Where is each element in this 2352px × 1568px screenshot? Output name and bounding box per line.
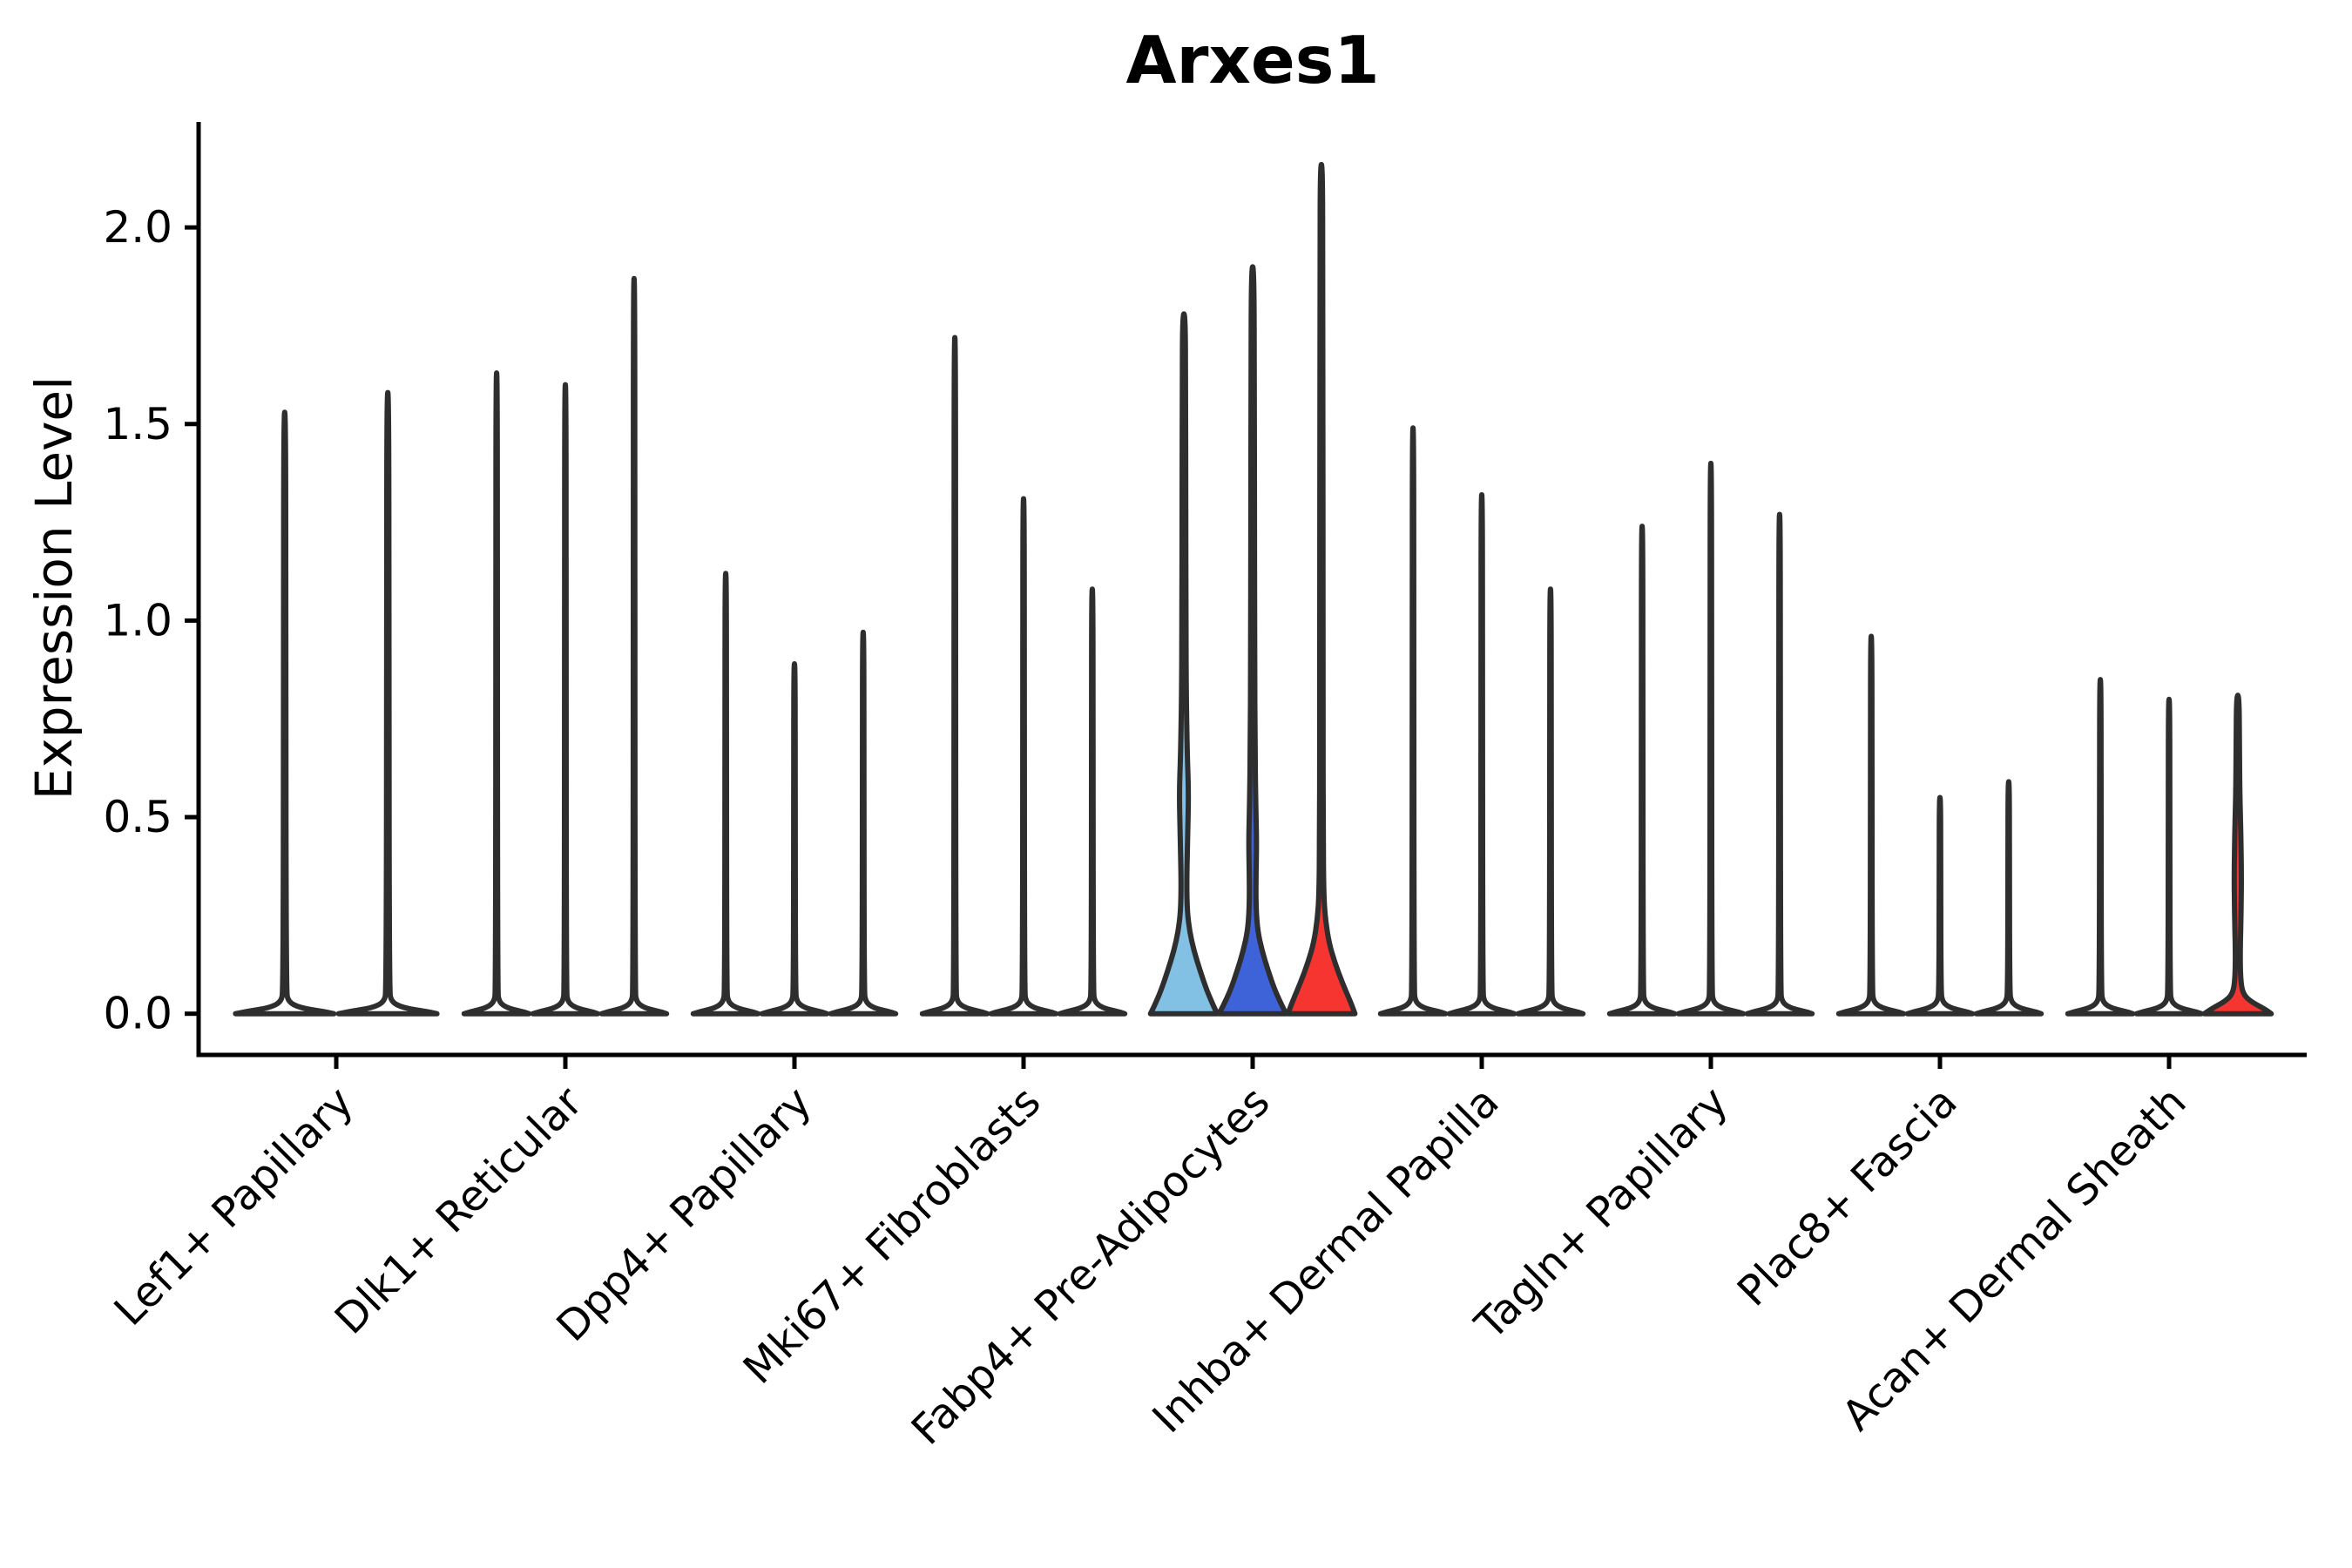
category-label: Lef1+ Papillary [105,1078,363,1335]
y-tick-label: 0.0 [103,989,172,1039]
violin [1216,264,1289,1017]
violin [1744,511,1815,1017]
violin [1675,460,1747,1017]
y-tick-label: 1.0 [103,595,172,645]
violins-layer [233,161,2274,1017]
violin [598,275,670,1017]
violin [1377,425,1449,1017]
violin [233,409,337,1017]
y-tick-label: 2.0 [103,202,172,253]
violin [1606,524,1678,1017]
violin [759,661,830,1017]
violin [1057,586,1128,1017]
violin [828,629,899,1017]
violin [1446,492,1517,1017]
violin [1835,633,1907,1017]
violin [1515,586,1586,1017]
violin [2133,696,2205,1017]
chart-title: Arxes1 [1125,22,1379,98]
category-label: Tagln+ Papillary [1465,1078,1737,1349]
y-tick-label: 0.5 [103,792,172,842]
violin [1904,794,1976,1017]
violin [1147,311,1220,1017]
category-label: Dpp4+ Papillary [547,1078,821,1351]
violin [461,370,532,1017]
category-label: Dlk1+ Reticular [326,1078,592,1344]
violin [2065,677,2136,1017]
violin [690,571,761,1017]
violin [2201,693,2274,1017]
category-label: Plac8+ Fascia [1728,1078,1967,1316]
violin [1973,779,2044,1017]
violin [988,496,1059,1017]
y-tick-label: 1.5 [103,399,172,449]
violin [530,382,601,1017]
violin [335,389,440,1017]
y-axis-label: Expression Level [24,376,84,800]
violin [919,335,990,1017]
violin [1285,161,1358,1017]
